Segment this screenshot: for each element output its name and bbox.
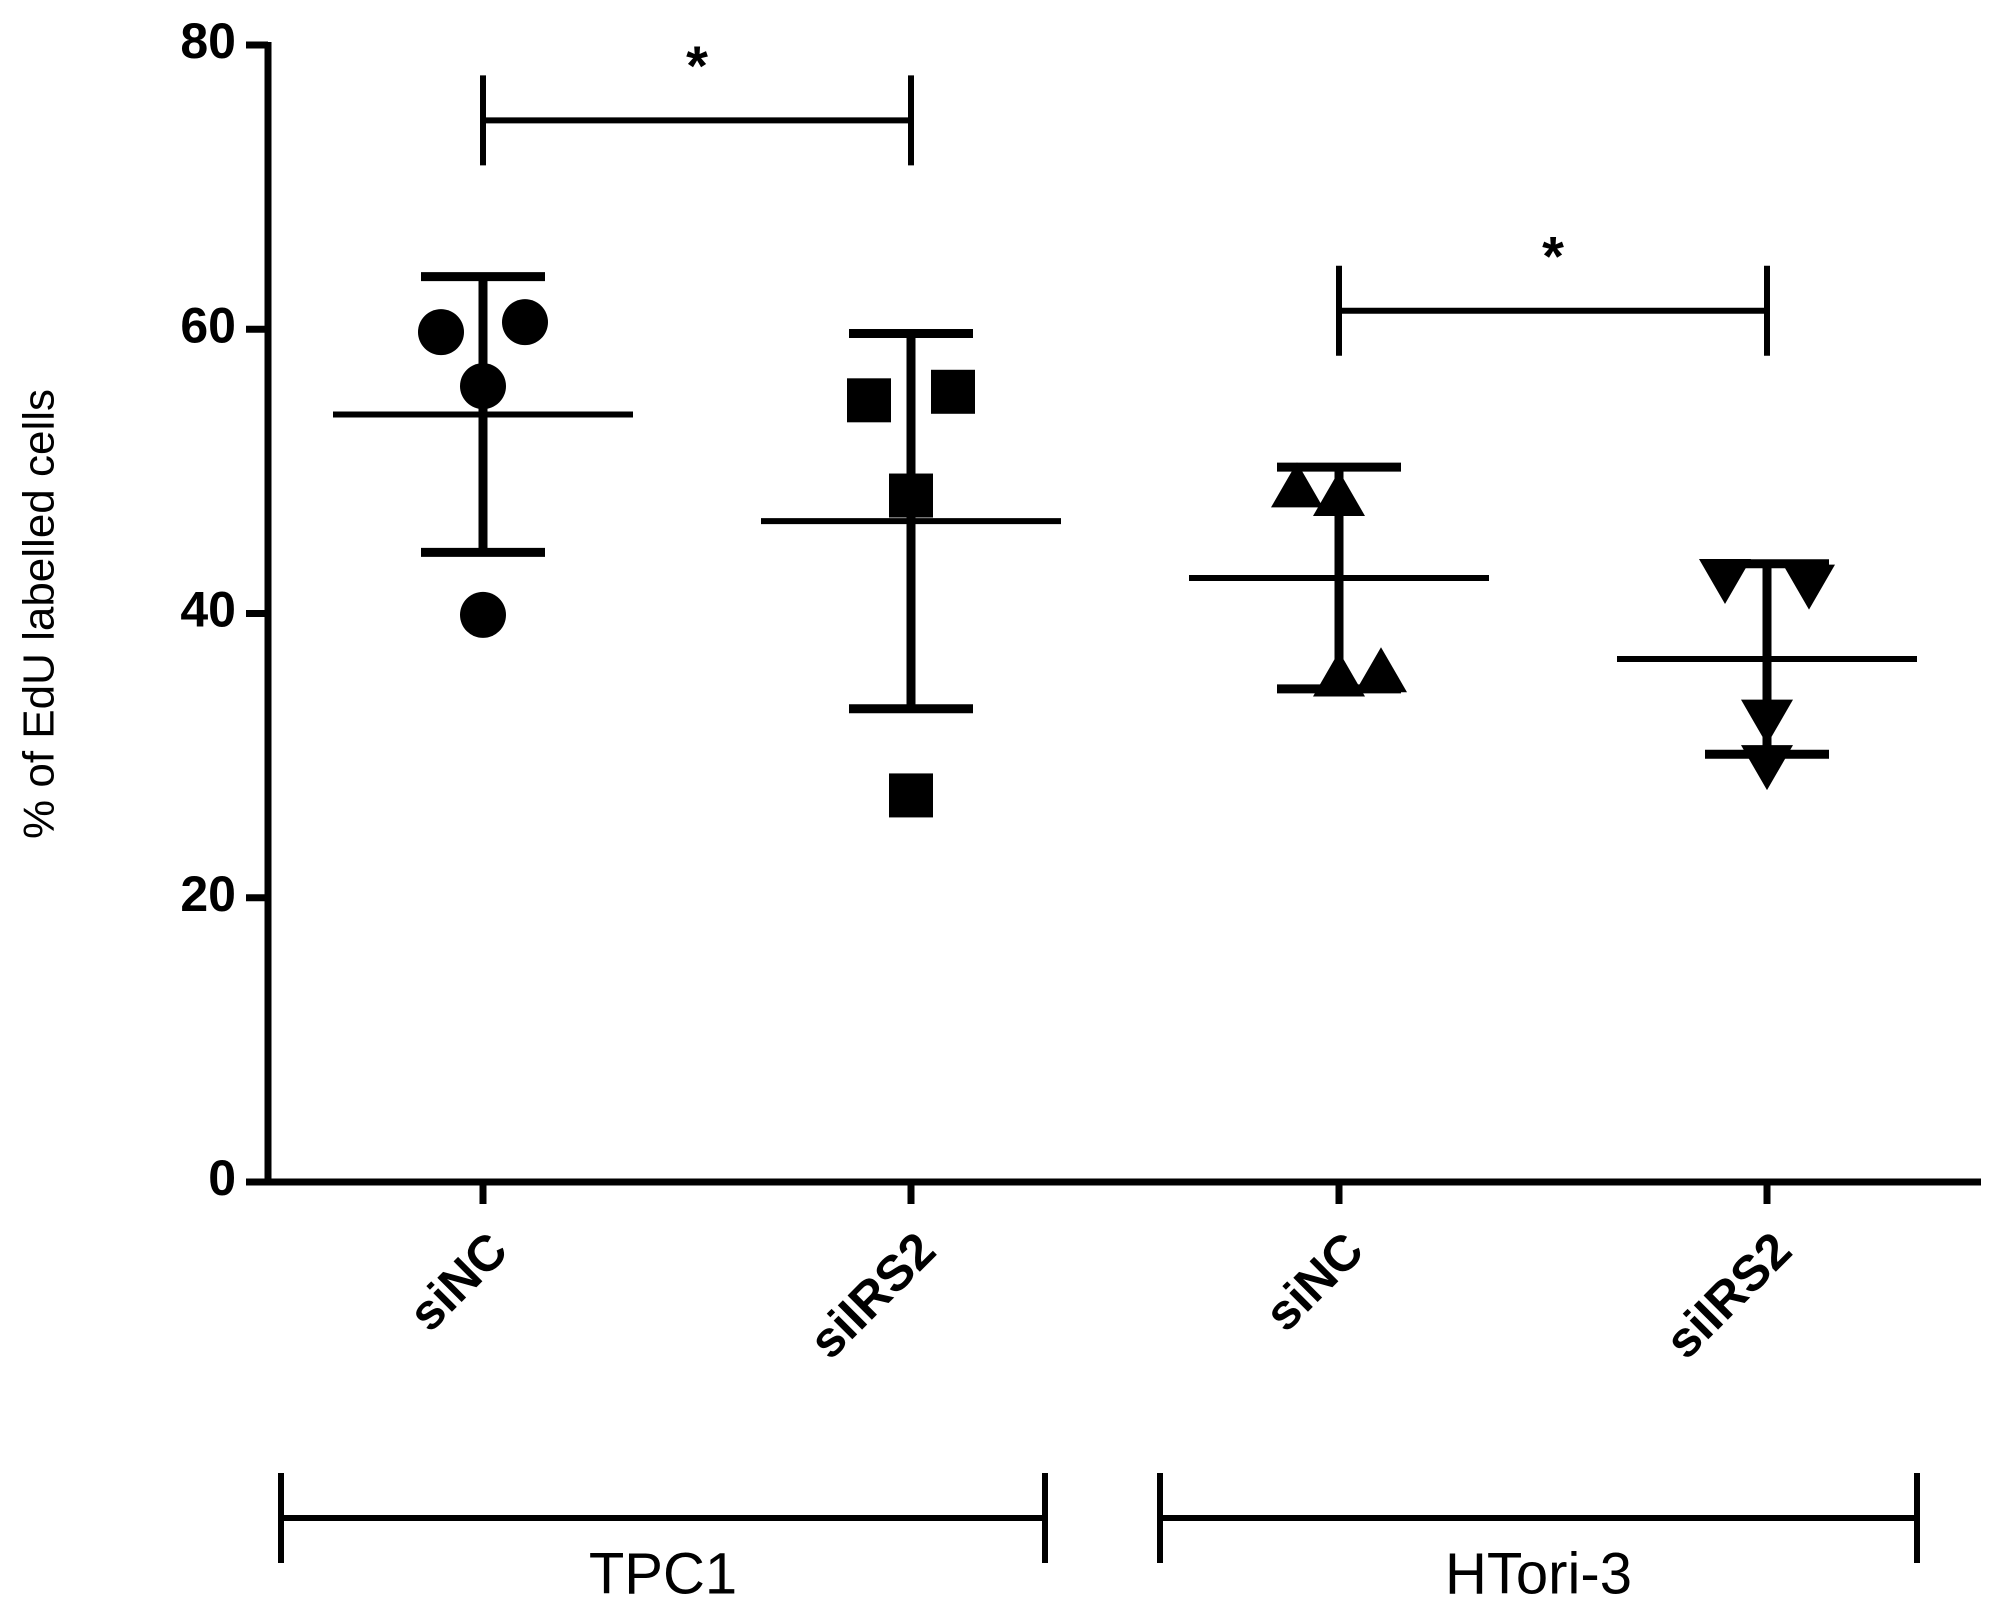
y-tick-label: 40 <box>180 582 236 638</box>
group-label: HTori-3 <box>1445 1541 1632 1606</box>
data-point <box>460 591 506 638</box>
x-tick-label: siIRS2 <box>798 1222 946 1370</box>
y-tick-label: 60 <box>180 297 236 353</box>
data-point <box>1271 462 1323 508</box>
significance-label: * <box>686 34 708 97</box>
y-tick-label: 80 <box>180 13 236 69</box>
significance-label: * <box>1542 225 1564 288</box>
data-point <box>502 299 548 346</box>
data-point <box>889 773 933 818</box>
x-tick-label: siNC <box>1254 1222 1374 1342</box>
data-point <box>931 369 975 414</box>
data-point <box>1699 558 1751 604</box>
data-point <box>1355 647 1407 693</box>
data-point <box>1783 564 1835 610</box>
y-tick-label: 20 <box>180 866 236 922</box>
data-point <box>418 309 464 356</box>
y-tick-label: 0 <box>208 1150 236 1206</box>
x-tick-label: siIRS2 <box>1654 1222 1802 1370</box>
y-axis-title: % of EdU labelled cells <box>15 389 64 839</box>
group-label: TPC1 <box>589 1541 737 1606</box>
data-point <box>847 378 891 423</box>
x-tick-label: siNC <box>398 1222 518 1342</box>
